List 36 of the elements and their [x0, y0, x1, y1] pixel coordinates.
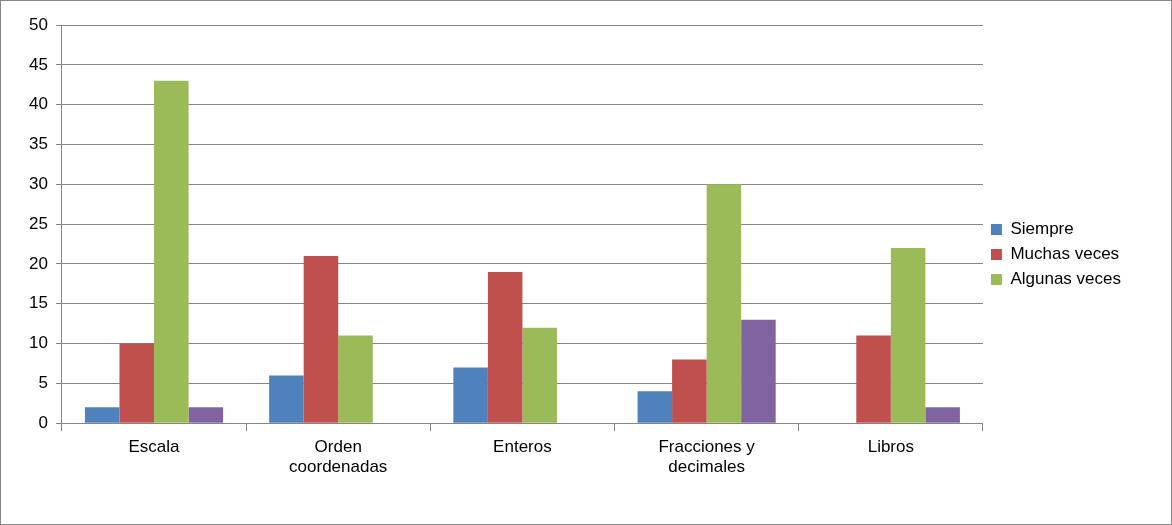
- bar: [672, 359, 707, 423]
- bar: [338, 335, 373, 423]
- legend-label: Algunas veces: [1010, 269, 1122, 289]
- x-tick-label: Fracciones y decimales: [658, 437, 756, 477]
- bar: [741, 319, 776, 423]
- x-tick-label: Enteros: [493, 437, 552, 457]
- bar: [637, 391, 673, 423]
- bar: [856, 335, 891, 423]
- bar: [522, 327, 557, 423]
- bar: [706, 184, 742, 423]
- y-tick-label: 45: [28, 54, 48, 74]
- bar: [890, 247, 926, 423]
- x-tick-label: Orden coordenadas: [289, 437, 388, 477]
- bar: [925, 407, 960, 423]
- y-tick-label: 25: [28, 213, 48, 233]
- y-tick-label: 5: [38, 373, 48, 393]
- bar: [269, 375, 304, 423]
- y-tick-label: 10: [28, 333, 48, 353]
- bar: [453, 367, 488, 423]
- bar: [303, 255, 339, 423]
- y-tick-label: 15: [28, 293, 48, 313]
- x-tick-label: Escala: [128, 437, 181, 457]
- y-tick-label: 30: [28, 173, 48, 193]
- y-tick-label: 40: [28, 94, 48, 114]
- legend-label: Siempre: [1010, 219, 1074, 239]
- bar: [154, 80, 189, 423]
- y-tick-label: 0: [38, 412, 48, 432]
- bar: [84, 407, 120, 423]
- bar: [188, 407, 224, 423]
- x-tick-label: Libros: [867, 437, 914, 457]
- bar: [119, 343, 155, 423]
- y-tick-label: 35: [28, 134, 48, 154]
- y-tick-label: 20: [28, 253, 48, 273]
- legend-label: Muchas veces: [1010, 244, 1120, 264]
- bar: [487, 271, 523, 423]
- y-tick-label: 50: [28, 14, 48, 34]
